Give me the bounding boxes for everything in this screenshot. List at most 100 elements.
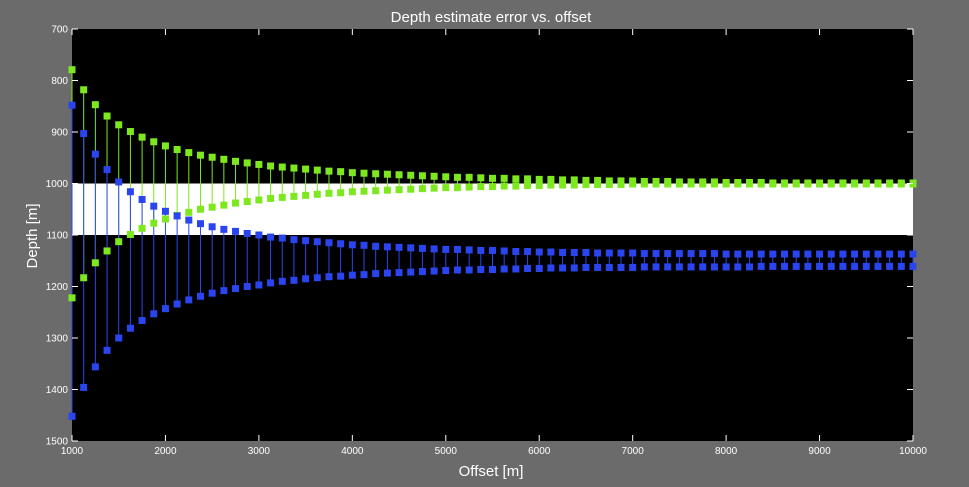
marker-green-s1-45	[594, 181, 602, 189]
marker-blue-s3-44	[582, 263, 590, 271]
marker-blue-s2-13	[220, 225, 228, 233]
marker-blue-s3-19	[290, 276, 298, 284]
marker-green-s0-27	[383, 170, 391, 178]
marker-blue-s2-34	[465, 246, 473, 254]
marker-green-s0-20	[302, 165, 310, 173]
x-tick-label-7: 8000	[715, 446, 738, 457]
marker-blue-s2-35	[477, 246, 485, 254]
marker-blue-s3-38	[512, 265, 520, 273]
marker-green-s0-30	[418, 172, 426, 180]
marker-blue-s2-38	[512, 247, 520, 255]
marker-blue-s2-1	[80, 130, 88, 138]
marker-green-s0-26	[372, 170, 380, 178]
marker-blue-s2-12	[208, 223, 216, 231]
marker-green-s1-38	[512, 182, 520, 190]
marker-green-s0-21	[313, 166, 321, 174]
marker-green-s0-32	[442, 173, 450, 181]
marker-blue-s3-27	[383, 269, 391, 277]
x-tick-label-6: 7000	[622, 446, 645, 457]
marker-green-s1-16	[255, 196, 263, 204]
marker-blue-s3-30	[418, 268, 426, 276]
marker-blue-s2-69	[874, 250, 882, 258]
y-tick-label-8: 1500	[46, 437, 69, 448]
marker-blue-s2-22	[325, 239, 333, 247]
marker-green-s1-56	[722, 180, 730, 188]
marker-green-s1-28	[395, 186, 403, 194]
marker-green-s1-12	[208, 203, 216, 211]
marker-blue-s2-62	[792, 250, 800, 258]
x-tick-label-4: 5000	[435, 446, 458, 457]
marker-green-s1-13	[220, 201, 228, 209]
marker-blue-s3-34	[465, 266, 473, 274]
marker-green-s1-49	[640, 180, 648, 188]
marker-green-s1-60	[769, 180, 777, 188]
marker-blue-s2-25	[360, 241, 368, 249]
marker-blue-s3-59	[757, 262, 765, 270]
x-axis-label: Offset [m]	[459, 463, 524, 480]
y-tick-label-2: 900	[51, 128, 68, 139]
marker-green-s1-54	[699, 180, 707, 188]
y-tick-label-5: 1200	[46, 282, 69, 293]
y-axis-ticks: 700 800 900 1000 1100 1200 1300 1400 1500	[46, 25, 913, 448]
marker-green-s0-19	[290, 164, 298, 172]
marker-blue-s3-29	[407, 268, 415, 276]
marker-green-s1-59	[757, 180, 765, 188]
marker-green-s0-25	[360, 169, 368, 177]
marker-blue-s2-17	[267, 233, 275, 241]
marker-blue-s3-32	[442, 267, 450, 275]
marker-blue-s3-47	[617, 263, 625, 271]
marker-blue-s3-35	[477, 266, 485, 274]
marker-green-s1-24	[348, 188, 356, 196]
marker-blue-s3-40	[535, 264, 543, 272]
marker-blue-s2-28	[395, 243, 403, 251]
marker-blue-s2-50	[652, 250, 660, 258]
marker-green-s0-0	[68, 66, 76, 74]
marker-green-s1-63	[804, 180, 812, 188]
marker-blue-s2-60	[769, 250, 777, 258]
marker-blue-s3-71	[897, 262, 905, 270]
marker-green-s1-37	[500, 182, 508, 190]
marker-blue-s3-52	[675, 263, 683, 271]
marker-blue-s2-26	[372, 242, 380, 250]
marker-blue-s2-27	[383, 243, 391, 251]
marker-blue-s2-48	[629, 249, 637, 257]
marker-blue-s2-6	[138, 195, 146, 203]
x-tick-label-8: 9000	[808, 446, 831, 457]
marker-green-s0-13	[220, 155, 228, 163]
marker-blue-s2-37	[500, 247, 508, 255]
marker-green-s1-57	[734, 180, 742, 188]
marker-blue-s3-33	[453, 266, 461, 274]
marker-blue-s3-14	[232, 285, 240, 293]
marker-green-s0-44	[582, 176, 590, 184]
marker-blue-s3-51	[664, 263, 672, 271]
marker-green-s1-0	[68, 294, 76, 302]
marker-green-s1-33	[453, 184, 461, 192]
x-tick-label-1: 2000	[154, 446, 177, 457]
marker-blue-s3-49	[640, 263, 648, 271]
marker-green-s0-36	[489, 174, 496, 182]
marker-green-s0-47	[617, 177, 625, 185]
marker-green-s0-15	[243, 159, 251, 167]
marker-green-s1-70	[886, 180, 894, 188]
marker-blue-s2-31	[430, 245, 438, 253]
marker-green-s0-33	[453, 173, 461, 181]
marker-green-s1-2	[91, 259, 99, 267]
marker-blue-s3-17	[267, 279, 275, 287]
marker-green-s0-1	[80, 86, 88, 94]
marker-blue-s2-40	[535, 248, 543, 256]
marker-green-s1-67	[851, 180, 859, 188]
marker-blue-s3-58	[745, 263, 753, 271]
marker-green-s0-12	[208, 153, 216, 161]
marker-blue-s3-2	[91, 363, 99, 371]
marker-green-s1-5	[126, 230, 134, 238]
marker-green-s1-8	[161, 215, 169, 223]
marker-blue-s2-9	[173, 212, 181, 220]
markers-layer	[68, 66, 917, 420]
marker-green-s1-47	[617, 181, 625, 189]
marker-blue-s2-71	[897, 250, 905, 258]
marker-blue-s2-33	[453, 245, 461, 253]
marker-blue-s2-51	[664, 250, 672, 258]
marker-blue-s3-61	[781, 262, 789, 270]
marker-blue-s3-10	[185, 296, 193, 304]
chart-title: Depth estimate error vs. offset	[391, 9, 592, 26]
